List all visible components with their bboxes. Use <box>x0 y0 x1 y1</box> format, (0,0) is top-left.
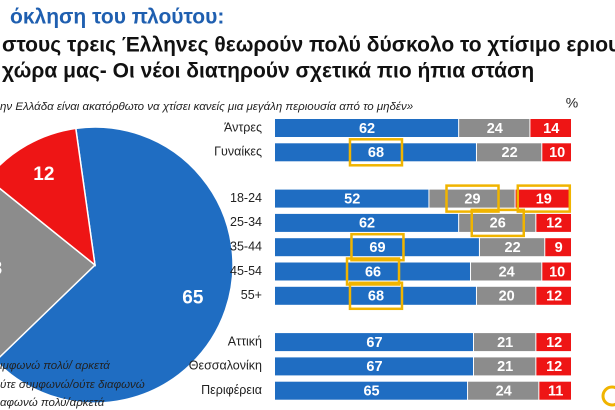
bar-segment <box>515 189 571 208</box>
category-label: Περιφέρεια <box>201 383 262 397</box>
bar-segment <box>476 143 542 162</box>
legend-label: αφωνώ πολύ/αρκετά <box>0 397 105 409</box>
legend-label: ύτε συμφωνώ/ούτε διαφωνώ <box>0 379 145 391</box>
value-label: 65 <box>363 384 379 400</box>
bar-segment <box>429 189 515 208</box>
bar-segment <box>476 286 536 305</box>
value-label: 68 <box>368 289 384 305</box>
value-label: 11 <box>548 384 563 400</box>
bar-segment <box>275 381 468 400</box>
value-label: 12 <box>546 289 562 305</box>
unit-label: % <box>566 95 578 111</box>
bar-segment <box>275 143 476 162</box>
pie-slice <box>0 187 97 358</box>
value-label: 67 <box>366 335 382 351</box>
bar-segment <box>536 213 571 232</box>
highlight-box <box>348 138 404 167</box>
category-label: Αττική <box>228 334 262 348</box>
bar-segment <box>479 238 545 257</box>
bar-segment <box>545 238 571 257</box>
bar-segment <box>471 262 542 281</box>
value-label: 12 <box>546 335 562 351</box>
value-label: 66 <box>365 264 381 280</box>
value-label: 62 <box>359 121 375 137</box>
category-label: 18-24 <box>230 191 262 205</box>
bar-segment <box>275 213 459 232</box>
pie-value-label: 12 <box>33 164 54 185</box>
category-label: 25-34 <box>230 215 262 229</box>
value-label: 29 <box>464 191 480 207</box>
value-label: 14 <box>543 121 559 137</box>
value-label: 19 <box>536 191 552 207</box>
value-label: 24 <box>496 384 512 400</box>
title-line-2: στους τρεις Έλληνες θεωρούν πολύ δύσκολο… <box>2 34 615 57</box>
value-label: 9 <box>555 240 563 256</box>
category-label: 55+ <box>241 288 262 302</box>
value-label: 21 <box>497 335 513 351</box>
value-label: 22 <box>505 240 521 256</box>
value-label: 26 <box>490 216 506 232</box>
legend-label: ιμφωνώ πολύ/ αρκετά <box>0 360 110 372</box>
value-label: 12 <box>546 216 562 232</box>
value-label: 52 <box>344 191 360 207</box>
value-label: 22 <box>502 145 518 161</box>
bar-segment <box>536 333 571 352</box>
category-label: 45-54 <box>230 264 262 278</box>
bar-segment <box>542 143 571 162</box>
bar-segment <box>459 119 530 137</box>
logo-mark <box>601 385 615 407</box>
value-label: 10 <box>549 264 565 280</box>
bar-segment <box>275 189 429 208</box>
bar-segment <box>539 381 571 400</box>
question-note: ην Ελλάδα είναι ακατόρθωτο να χτίσει καν… <box>0 101 413 113</box>
bar-segment <box>459 213 536 232</box>
value-label: 20 <box>499 289 515 305</box>
bar-segment <box>536 286 571 305</box>
title-line-3: χώρα μας- Οι νέοι διατηρούν σχετικά πιο … <box>2 60 534 83</box>
value-label: 10 <box>549 145 565 161</box>
value-label: 24 <box>487 121 503 137</box>
bar-segment <box>275 119 459 137</box>
bar-segment <box>536 357 571 376</box>
highlight-box <box>516 184 572 213</box>
value-label: 69 <box>369 240 385 256</box>
highlight-box <box>350 232 405 262</box>
highlight-box <box>470 208 525 238</box>
category-label: 35-44 <box>230 239 262 253</box>
bar-segment <box>275 357 473 376</box>
value-label: 62 <box>359 216 375 232</box>
highlight-box <box>345 257 401 286</box>
bar-segment <box>275 333 473 352</box>
category-label: Άντρες <box>224 120 262 134</box>
value-label: 68 <box>368 145 384 161</box>
bar-segment <box>473 333 536 352</box>
value-label: 67 <box>366 359 382 375</box>
pie-slice <box>0 126 234 404</box>
bar-segment <box>275 238 479 257</box>
value-label: 12 <box>546 359 562 375</box>
bar-segment <box>468 381 539 400</box>
bar-segment <box>275 262 471 281</box>
value-label: 21 <box>497 359 513 375</box>
pie-slice <box>0 127 97 267</box>
pie-value-label: 65 <box>182 288 204 309</box>
value-label: 24 <box>499 264 515 280</box>
bar-segment <box>542 262 571 281</box>
pie-value-label: 23 <box>0 259 2 280</box>
bar-segment <box>473 357 536 376</box>
category-label: Θεσσαλονίκη <box>189 359 262 373</box>
title-line-1: όκληση του πλούτου: <box>10 6 224 29</box>
category-label: Γυναίκες <box>214 145 262 159</box>
highlight-box <box>348 281 404 311</box>
bar-segment <box>275 286 476 305</box>
bar-segment <box>530 119 571 137</box>
